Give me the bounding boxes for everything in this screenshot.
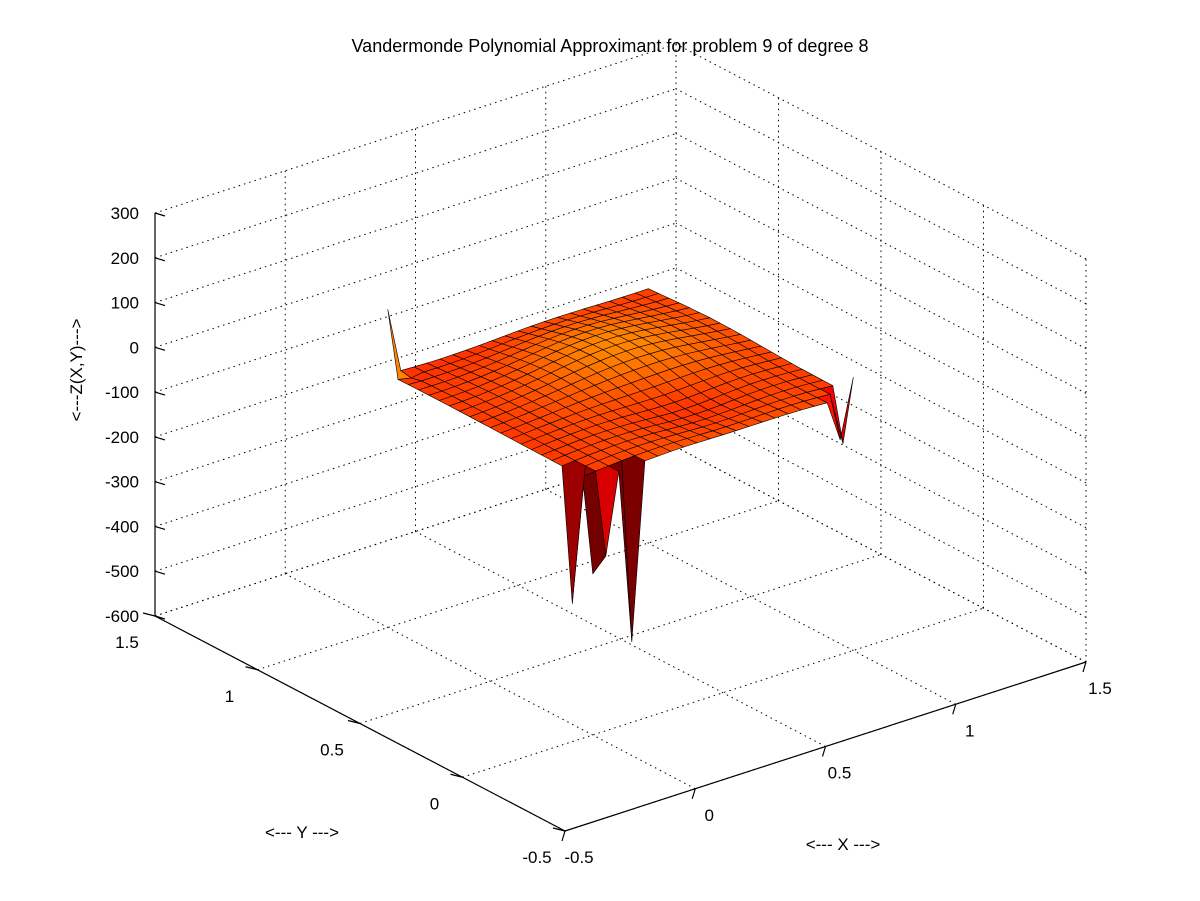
x-tick-label: 1.5 [1088,679,1112,698]
z-tick-label: -600 [105,607,139,626]
x-tick-mark [952,704,957,715]
grid-line-x-floor [415,531,826,747]
z-tick-mark [154,436,166,441]
x-tick-label: 0.5 [828,764,852,783]
z-tick-label: 200 [111,249,139,268]
y-tick-label: -0.5 [522,848,551,867]
x-tick-label: -0.5 [564,848,593,867]
z-tick-label: -400 [105,517,139,536]
grid-line-z-side [675,446,1087,663]
y-tick-label: 0 [430,794,439,813]
x-tick-mark [561,830,566,842]
y-tick-mark [142,612,156,617]
z-tick-mark [154,257,166,262]
z-tick-label: -300 [105,473,139,492]
x-tick-mark [691,788,696,799]
z-tick-label: 300 [111,204,139,223]
grid-line-x-floor [545,488,956,705]
axis-layer [142,212,1087,842]
surface-patch [561,460,586,604]
z-tick-mark [154,570,166,575]
x-tick-label: 0 [705,806,714,825]
x-tick-label: 1 [965,721,974,740]
y-tick-label: 0.5 [320,741,344,760]
grid-line-z-side [675,401,1087,618]
z-tick-mark [154,391,166,396]
x-axis-label: <--- X ---> [806,835,881,854]
grid-line-z-side [675,267,1087,484]
z-tick-mark [154,481,166,486]
z-tick-label: -200 [105,428,139,447]
grid-line-z-side [675,88,1087,305]
grid-line-z-side [675,43,1087,260]
z-tick-label: -500 [105,562,139,581]
y-tick-label: 1.5 [115,633,139,652]
y-tick-mark [347,719,361,725]
chart-title: Vandermonde Polynomial Approximant for p… [352,36,869,56]
z-tick-mark [154,301,166,307]
y-axis-label: <--- Y ---> [265,823,339,842]
x-tick-mark [821,746,827,757]
z-tick-mark [154,212,166,217]
y-tick-mark [245,666,258,671]
surface-layer [387,288,854,643]
z-tick-label: 0 [130,338,139,357]
surface-patch [387,309,412,380]
y-tick-mark [552,827,566,832]
z-tick-mark [154,615,166,620]
z-tick-mark [154,346,166,351]
z-tick-label: -100 [105,383,139,402]
y-tick-mark [450,773,463,778]
z-tick-mark [154,525,166,531]
x-tick-mark [1082,661,1087,673]
z-tick-label: 100 [111,294,139,313]
grid-line-z-side [675,177,1087,394]
grid-line-z-side [675,222,1087,439]
y-tick-label: 1 [225,687,234,706]
z-axis-label: <---Z(X,Y)---> [67,318,86,421]
grid-line-x-floor [285,573,696,790]
tick-label-layer: -0.5 0 0.5 1 1.5 -0.5 0 0.5 1 1.5 -600 -500 -400 -300… [105,204,1112,867]
grid-line-z-side [675,133,1087,349]
